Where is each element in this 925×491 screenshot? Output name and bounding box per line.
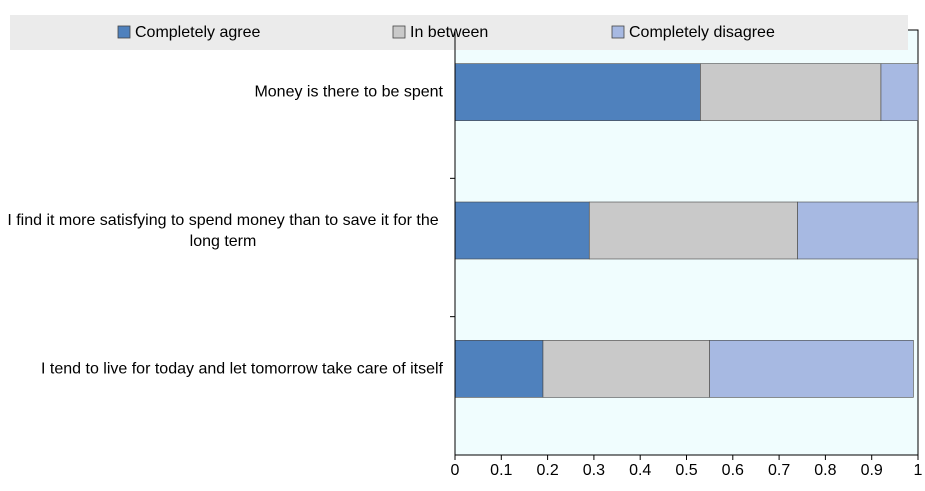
legend-swatch <box>611 25 625 39</box>
legend-label: Completely disagree <box>629 24 775 41</box>
category-label: Money is there to be spent <box>254 83 443 101</box>
category-label: I tend to live for today and let tomorro… <box>41 360 443 378</box>
bar-segment <box>588 201 798 260</box>
x-tick-label: 0.1 <box>490 462 512 479</box>
x-tick-label: 1 <box>914 462 923 479</box>
bar-segment <box>454 63 701 121</box>
category-label-box: I find it more satisfying to spend money… <box>3 210 443 252</box>
bar-segment <box>700 63 882 121</box>
bar-segment <box>454 340 544 398</box>
bar-segment <box>797 201 919 260</box>
x-tick-label: 0.2 <box>536 462 558 479</box>
category-label-box: I tend to live for today and let tomorro… <box>3 358 443 379</box>
legend-label: In between <box>410 24 488 41</box>
bar-segment <box>542 340 710 398</box>
category-label: I find it more satisfying to spend money… <box>7 211 439 250</box>
x-tick-label: 0.3 <box>583 462 605 479</box>
bar-segment <box>880 63 919 121</box>
bar-segment <box>709 340 914 398</box>
legend-box <box>10 15 908 50</box>
x-tick-label: 0 <box>451 462 460 479</box>
x-tick-label: 0.4 <box>629 462 651 479</box>
x-tick-label: 0.7 <box>768 462 790 479</box>
x-tick-label: 0.8 <box>814 462 836 479</box>
legend-swatch <box>117 25 131 39</box>
category-label-box: Money is there to be spent <box>3 82 443 103</box>
legend-label: Completely agree <box>135 24 261 41</box>
x-tick-label: 0.5 <box>675 462 697 479</box>
legend-swatch <box>392 25 406 39</box>
bar-segment <box>454 201 590 260</box>
x-tick-label: 0.9 <box>861 462 883 479</box>
x-tick-label: 0.6 <box>722 462 744 479</box>
